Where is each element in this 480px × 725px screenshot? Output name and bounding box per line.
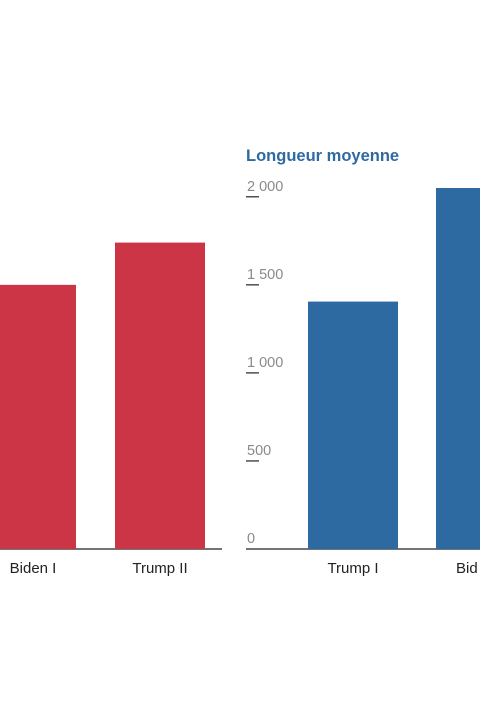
left-bar-chart: Biden I Trump II (0, 242, 222, 577)
left-x-tick-label: Biden I (10, 560, 57, 577)
right-y-tick-label: 1 000 (247, 355, 283, 371)
right-x-tick-label: Bid (456, 560, 478, 577)
left-x-tick-label: Trump II (132, 560, 187, 577)
right-bar-2 (436, 188, 480, 549)
right-y-tick-label: 0 (247, 531, 255, 547)
right-bar-1 (308, 301, 398, 549)
right-bar-chart: Longueur moyenne 0 500 1 000 1 500 2 000 Trum… (246, 147, 480, 577)
right-chart-title: Longueur moyenne (246, 147, 399, 165)
right-x-tick-label: Trump I (327, 560, 378, 577)
left-bar-2 (115, 242, 205, 549)
right-y-tick-label: 500 (247, 443, 271, 459)
right-y-tick-label: 1 500 (247, 267, 283, 283)
left-bar-1 (0, 284, 76, 549)
right-y-tick-label: 2 000 (247, 179, 283, 195)
